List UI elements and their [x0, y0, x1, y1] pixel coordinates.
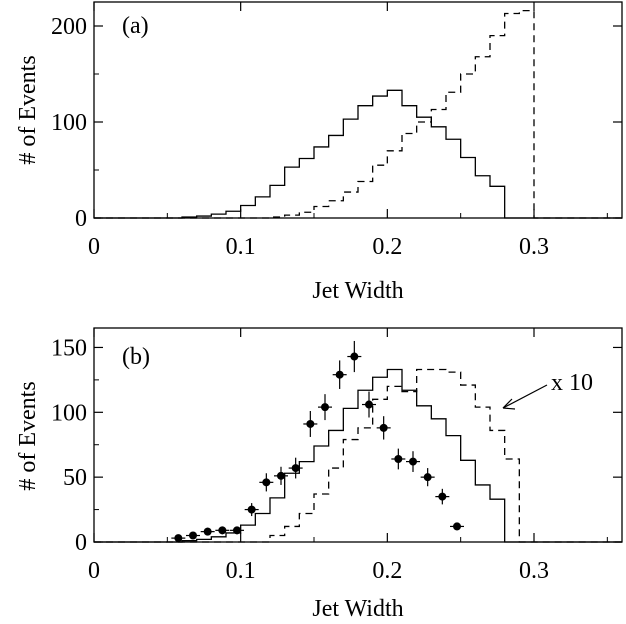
- data-point: [347, 340, 362, 373]
- data-point: [391, 448, 406, 470]
- y-tick-label: 100: [51, 110, 87, 136]
- data-point: [332, 360, 347, 389]
- x-tick-label: 0.2: [372, 234, 402, 260]
- panel-b: 0 0.1 0.2 0.3 0 50 100 150 (b) x 10 Jet Width #…: [15, 327, 623, 622]
- y-axis-label-b: # of Events: [15, 381, 41, 490]
- data-point: [420, 468, 435, 487]
- data-point: [288, 457, 303, 479]
- panel-label-a: (a): [122, 13, 149, 39]
- data-point: [186, 531, 200, 540]
- annotation-arrow-head: [502, 398, 516, 410]
- data-point: [303, 411, 318, 437]
- x-tick-label: 0.1: [226, 558, 256, 584]
- y-tick-label: 200: [51, 14, 87, 40]
- x-axis-label-a: Jet Width: [312, 278, 403, 304]
- x-tick-label: 0.2: [372, 558, 402, 584]
- annotation-x10: x 10: [551, 370, 593, 396]
- data-point: [215, 526, 230, 535]
- y-tick-label: 50: [63, 465, 87, 491]
- plot-area-a: [93, 1, 623, 219]
- series-a: [94, 9, 622, 219]
- ticks-b: 0 0.1 0.2 0.3 0 50 100 150: [51, 328, 622, 584]
- y-tick-label: 0: [75, 206, 87, 232]
- data-point: [230, 526, 244, 535]
- data-point: [274, 466, 288, 485]
- data-point: [200, 527, 215, 536]
- ticks-a: 0 0.1 0.2 0.3 0 100 200: [51, 2, 622, 260]
- data-point: [362, 391, 376, 418]
- data-point: [244, 503, 259, 517]
- histogram-dashed: [94, 9, 622, 219]
- data-point: [318, 394, 332, 421]
- annotation-arrow-line: [502, 384, 548, 409]
- histogram-solid: [94, 368, 622, 543]
- y-tick-label: 150: [51, 335, 87, 361]
- data-point: [259, 473, 274, 492]
- panel-label-b: (b): [122, 344, 150, 370]
- y-tick-label: 100: [51, 400, 87, 426]
- data-point: [435, 488, 450, 505]
- x-tick-label: 0: [88, 558, 100, 584]
- plot-area-b: [93, 327, 623, 543]
- data-point: [171, 534, 186, 543]
- x-tick-label: 0.1: [226, 234, 256, 260]
- data-point: [406, 451, 420, 472]
- x-axis-label-b: Jet Width: [312, 596, 403, 622]
- y-axis-label-a: # of Events: [15, 55, 41, 164]
- x-tick-label: 0.3: [519, 558, 549, 584]
- histogram-solid: [94, 89, 622, 219]
- data-point: [376, 416, 391, 440]
- panel-a: 0 0.1 0.2 0.3 0 100 200 (a) Jet Width # of Eve…: [15, 1, 623, 304]
- series-b: [94, 340, 622, 543]
- histogram-dashed: [94, 368, 622, 543]
- x-tick-label: 0: [88, 234, 100, 260]
- x-tick-label: 0.3: [519, 234, 549, 260]
- data-point: [450, 522, 464, 531]
- y-tick-label: 0: [75, 530, 87, 556]
